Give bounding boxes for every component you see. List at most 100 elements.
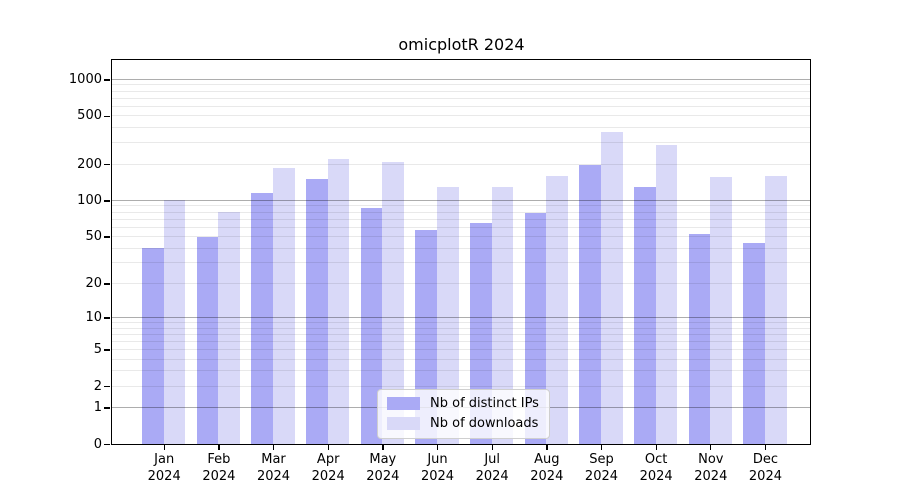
- x-tick-mar: [272, 444, 275, 450]
- minor-gridline-40: [112, 247, 810, 249]
- x-tick-jun: [436, 444, 439, 450]
- y-tick-label-20: 20: [85, 275, 102, 291]
- bar-distinct-ips-mar: [251, 193, 274, 444]
- x-tick-feb: [218, 444, 220, 450]
- bars-layer: [112, 60, 810, 444]
- minor-gridline-200: [112, 163, 810, 165]
- month-year: 2024: [639, 469, 673, 484]
- month-name: May: [369, 452, 397, 467]
- x-tick-apr: [327, 444, 329, 450]
- y-tick-label-5: 5: [93, 341, 102, 357]
- month-year: 2024: [420, 469, 455, 484]
- bar-distinct-ips-nov: [688, 234, 711, 444]
- month-name: Apr: [316, 452, 340, 467]
- x-tick-label-dec: Dec 2024: [737, 451, 793, 485]
- y-tick-label-100: 100: [77, 192, 102, 208]
- y-tick-label-1: 1: [93, 399, 102, 415]
- y-tick-500: [104, 115, 110, 118]
- minor-gridline-7: [112, 333, 810, 335]
- y-tick-200: [104, 164, 110, 166]
- month-year: 2024: [202, 469, 236, 484]
- bar-distinct-ips-jul: [469, 222, 492, 444]
- month-year: 2024: [366, 469, 400, 484]
- month-year: 2024: [147, 469, 181, 484]
- y-tick-label-0: 0: [93, 436, 102, 452]
- x-tick-may: [382, 444, 384, 450]
- minor-gridline-30: [112, 262, 810, 264]
- month-name: Feb: [207, 452, 231, 467]
- x-tick-label-jan: Jan 2024: [136, 451, 192, 485]
- major-gridline-100: [112, 199, 810, 201]
- x-tick-jan: [163, 444, 165, 450]
- month-year: 2024: [475, 469, 509, 484]
- y-tick-1000: [104, 79, 110, 81]
- x-tick-label-may: May 2024: [355, 451, 411, 485]
- minor-gridline-8: [112, 327, 810, 329]
- minor-gridline-3: [112, 370, 810, 372]
- month-year: 2024: [311, 469, 345, 484]
- legend-row-downloads: Nb of downloads: [387, 416, 539, 431]
- x-tick-label-mar: Mar 2024: [246, 451, 302, 485]
- minor-gridline-50: [112, 236, 810, 237]
- minor-gridline-600: [112, 105, 810, 107]
- bar-distinct-ips-dec: [743, 243, 765, 444]
- minor-gridline-70: [112, 218, 810, 220]
- y-tick-100: [104, 200, 110, 202]
- minor-gridline-9: [112, 321, 810, 323]
- x-tick-label-nov: Nov 2024: [683, 451, 739, 485]
- x-tick-label-oct: Oct 2024: [628, 451, 684, 485]
- x-tick-label-apr: Apr 2024: [300, 451, 356, 485]
- y-tick-2: [104, 385, 110, 388]
- minor-gridline-800: [112, 90, 810, 92]
- bar-downloads-sep: [600, 131, 623, 444]
- y-tick-label-500: 500: [77, 108, 102, 124]
- minor-gridline-5: [112, 348, 810, 350]
- x-tick-sep: [600, 444, 603, 450]
- month-name: Mar: [261, 452, 286, 467]
- bar-distinct-ips-oct: [633, 186, 656, 444]
- minor-gridline-6: [112, 340, 810, 342]
- x-tick-jul: [491, 444, 493, 450]
- grid-layer: [112, 60, 810, 444]
- bar-downloads-jun: [437, 186, 459, 444]
- bar-distinct-ips-jan: [141, 248, 164, 444]
- y-tick-label-1000: 1000: [68, 71, 102, 87]
- bar-downloads-mar: [273, 168, 295, 444]
- major-gridline-1000: [112, 78, 810, 80]
- month-name: Oct: [644, 452, 668, 467]
- minor-gridline-2: [112, 385, 810, 387]
- legend: Nb of distinct IPs Nb of downloads: [377, 389, 550, 439]
- legend-label-downloads: Nb of downloads: [430, 416, 539, 431]
- bar-downloads-dec: [764, 175, 787, 444]
- minor-gridline-90: [112, 205, 810, 207]
- legend-label-distinct-ips: Nb of distinct IPs: [430, 396, 539, 411]
- month-name: Dec: [752, 452, 779, 467]
- minor-gridline-60: [112, 226, 810, 228]
- bar-distinct-ips-apr: [305, 179, 328, 444]
- x-tick-nov: [710, 444, 712, 450]
- y-tick-5: [104, 349, 110, 351]
- y-tick-label-200: 200: [77, 156, 102, 172]
- y-tick-label-2: 2: [93, 378, 102, 394]
- month-name: Sep: [589, 452, 614, 467]
- minor-gridline-80: [112, 211, 810, 213]
- month-name: Jul: [484, 452, 500, 467]
- legend-row-distinct-ips: Nb of distinct IPs: [387, 396, 539, 411]
- legend-swatch-distinct-ips: [387, 397, 420, 410]
- plot-area: Nb of distinct IPs Nb of downloads: [111, 59, 811, 445]
- month-year: 2024: [256, 469, 291, 484]
- bar-downloads-apr: [327, 159, 350, 444]
- bar-downloads-nov: [710, 176, 733, 444]
- bar-downloads-jul: [491, 186, 514, 444]
- minor-gridline-700: [112, 97, 810, 99]
- major-gridline-10: [112, 316, 810, 318]
- y-tick-0: [104, 443, 110, 446]
- bar-distinct-ips-sep: [579, 165, 601, 444]
- minor-gridline-500: [112, 115, 810, 117]
- minor-gridline-20: [112, 282, 810, 284]
- y-tick-20: [104, 283, 110, 285]
- x-tick-dec: [764, 444, 767, 450]
- minor-gridline-900: [112, 84, 810, 86]
- bar-downloads-oct: [655, 144, 678, 444]
